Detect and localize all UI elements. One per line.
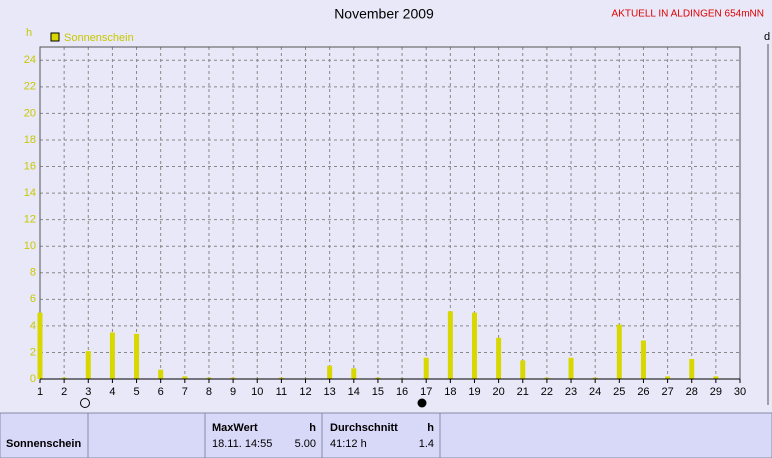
x-tick-label: 8 [206, 386, 212, 398]
x-tick-label: 28 [686, 386, 698, 398]
bar [327, 365, 333, 379]
x-tick-label: 10 [251, 386, 263, 398]
bar [640, 340, 646, 379]
bar [375, 377, 381, 379]
y-tick-label: 20 [24, 107, 36, 119]
x-tick-label: 16 [396, 386, 408, 398]
x-tick-label: 19 [468, 386, 480, 398]
y-tick-label: 2 [30, 346, 36, 358]
bar [37, 312, 43, 379]
bar [423, 357, 429, 379]
bar [230, 377, 236, 379]
x-tick-label: 24 [589, 386, 601, 398]
table-unit: h [427, 422, 434, 434]
x-tick-label: 26 [637, 386, 649, 398]
table-header: Durchschnitt [330, 422, 398, 434]
x-tick-label: 6 [158, 386, 164, 398]
legend-swatch [50, 32, 60, 42]
table-row-label: Sonnenschein [6, 438, 81, 450]
table-cell: 1.4 [419, 438, 434, 450]
y-axis-label: h [26, 27, 32, 39]
subtitle: AKTUELL IN ALDINGEN 654mNN [612, 9, 764, 20]
x-tick-label: 14 [348, 386, 360, 398]
x-tick-label: 7 [182, 386, 188, 398]
bar [109, 332, 115, 379]
bar [447, 311, 453, 379]
bar [206, 377, 212, 379]
x-tick-label: 17 [420, 386, 432, 398]
y-tick-label: 0 [30, 373, 36, 385]
y-tick-label: 24 [24, 54, 36, 66]
bar [182, 376, 188, 379]
y-tick-label: 8 [30, 267, 36, 279]
bar [689, 359, 695, 379]
bar [278, 377, 284, 379]
full-moon [80, 398, 90, 408]
bar [520, 360, 526, 379]
y-tick-label: 18 [24, 134, 36, 146]
bar [85, 351, 91, 379]
bar [61, 377, 67, 379]
x-tick-label: 13 [324, 386, 336, 398]
table-unit: h [309, 422, 316, 434]
y-tick-label: 16 [24, 160, 36, 172]
table-cell: 5.00 [295, 438, 316, 450]
right-label: d [764, 31, 770, 43]
x-tick-label: 2 [61, 386, 67, 398]
table-cell: 18.11. 14:55 [212, 438, 272, 450]
x-tick-label: 20 [492, 386, 504, 398]
x-tick-label: 4 [109, 386, 115, 398]
bar [351, 368, 357, 379]
x-tick-label: 27 [661, 386, 673, 398]
bar [496, 337, 502, 379]
x-tick-label: 5 [133, 386, 139, 398]
y-tick-label: 6 [30, 293, 36, 305]
x-tick-label: 30 [734, 386, 746, 398]
table-cell: 41:12 h [330, 438, 367, 450]
bar [134, 333, 140, 379]
x-tick-label: 23 [565, 386, 577, 398]
x-tick-label: 21 [517, 386, 529, 398]
bar [471, 312, 477, 379]
plot-area [40, 47, 740, 379]
bar [568, 357, 574, 379]
x-tick-label: 9 [230, 386, 236, 398]
y-tick-label: 10 [24, 240, 36, 252]
bar [616, 324, 622, 379]
x-tick-label: 15 [372, 386, 384, 398]
x-tick-label: 3 [85, 386, 91, 398]
x-tick-label: 22 [541, 386, 553, 398]
legend-label: Sonnenschein [64, 32, 134, 44]
table-header: MaxWert [212, 422, 258, 434]
table-bg [0, 412, 772, 458]
x-tick-label: 25 [613, 386, 625, 398]
x-tick-label: 18 [444, 386, 456, 398]
x-tick-label: 1 [37, 386, 43, 398]
x-tick-label: 11 [276, 386, 287, 398]
y-tick-label: 14 [24, 187, 36, 199]
x-tick-label: 29 [710, 386, 722, 398]
bar [544, 377, 550, 379]
bar [592, 377, 598, 379]
x-tick-label: 12 [299, 386, 311, 398]
bar [158, 369, 164, 379]
chart-title: November 2009 [334, 6, 434, 22]
y-tick-label: 4 [30, 320, 36, 332]
bar [713, 376, 719, 379]
new-moon [417, 398, 427, 408]
y-tick-label: 22 [24, 81, 36, 93]
y-tick-label: 12 [24, 214, 36, 226]
bar [665, 376, 671, 379]
